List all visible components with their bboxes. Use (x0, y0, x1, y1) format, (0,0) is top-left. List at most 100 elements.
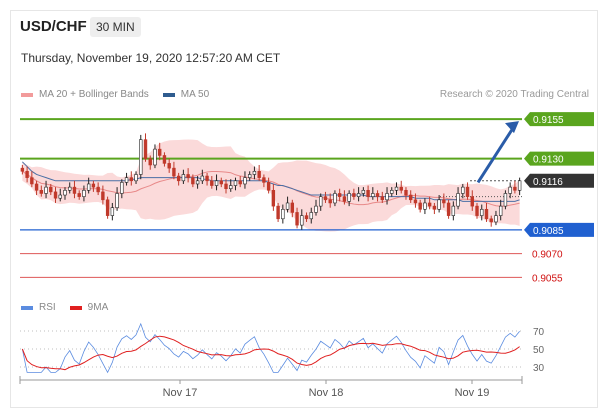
candle-body (72, 186, 77, 194)
candle-body (418, 202, 422, 210)
candle-body (366, 189, 370, 197)
candle-body (413, 199, 418, 204)
rsi-legend-label: RSI (39, 302, 56, 313)
ma50-legend-label: MA 50 (180, 89, 210, 100)
rsi-ma-swatch (69, 305, 82, 310)
ma20-line (22, 170, 520, 207)
candle-body (214, 180, 219, 186)
candle-body (409, 194, 413, 201)
candle-body (475, 205, 479, 216)
candle-body (30, 177, 34, 185)
candle-body (517, 180, 522, 191)
candle-body (34, 183, 39, 191)
price-level-label: 0.9070 (532, 250, 563, 261)
rsi-ma-line (21, 335, 520, 371)
candle-body (480, 208, 484, 216)
candle-body (442, 199, 446, 204)
candle-body (120, 182, 124, 194)
price-level-label: 0.9155 (533, 115, 564, 126)
price-level-tag (524, 222, 594, 237)
candle-body (262, 177, 266, 183)
candle-body (247, 174, 252, 178)
candle-body (224, 183, 228, 190)
candle-body (347, 193, 351, 202)
candle-body (82, 189, 86, 197)
candles-group (20, 133, 522, 230)
projection-arrow-line (476, 127, 515, 184)
price-level-label: 0.9055 (532, 273, 563, 284)
ma20-legend-label: MA 20 + Bollinger Bands (39, 89, 149, 100)
candle-body (498, 205, 503, 216)
candle-body (148, 158, 152, 166)
candle-body (229, 185, 233, 190)
price-level-tag (524, 151, 594, 166)
candle-body (281, 208, 285, 220)
candle-body (319, 196, 323, 207)
candle-body (271, 189, 276, 207)
candle-body (181, 174, 186, 182)
candle-body (49, 186, 53, 193)
currency-pair-title: USD/CHF (20, 18, 87, 35)
candle-body (77, 193, 81, 197)
candle-body (513, 186, 517, 191)
candle-body (176, 175, 181, 182)
price-level-tag (524, 173, 594, 188)
candle-body (290, 202, 295, 213)
candle-body (200, 175, 205, 182)
candle-body (39, 189, 44, 194)
rsi-swatch (21, 305, 33, 310)
candle-body (390, 189, 394, 194)
candle-body (91, 183, 96, 188)
rsi-legend: RSI 9MA (21, 302, 108, 313)
candle-body (300, 215, 304, 226)
candle-body (238, 180, 242, 185)
candle-body (484, 208, 489, 220)
price-level-tag (524, 112, 594, 127)
ma50-line (22, 161, 520, 202)
candle-body (86, 183, 91, 191)
candle-body (276, 205, 280, 220)
analysis-datetime: Thursday, November 19, 2020 12:57:20 AM … (21, 51, 281, 65)
candle-body (427, 202, 432, 207)
candle-body (101, 191, 105, 201)
timeframe-badge[interactable]: 30 MIN (90, 17, 141, 37)
candle-body (356, 193, 361, 197)
candle-body (352, 193, 356, 197)
candle-body (172, 167, 176, 177)
candle-body (446, 202, 451, 216)
candle-body (252, 171, 257, 175)
rsi-axis-label: 50 (533, 345, 545, 356)
candle-body (337, 193, 342, 197)
candle-body (124, 177, 129, 183)
bollinger-band-area (22, 139, 520, 232)
candle-body (399, 186, 403, 191)
candle-body (139, 139, 143, 175)
candle-body (328, 199, 332, 204)
candle-body (295, 212, 299, 226)
rsi-axis-label: 70 (533, 327, 545, 338)
candle-body (380, 196, 384, 201)
candle-body (489, 218, 493, 223)
ma20-swatch (21, 92, 33, 97)
candle-body (257, 171, 261, 178)
candle-body (210, 180, 214, 186)
price-level-label: 0.9130 (533, 155, 564, 166)
candle-body (63, 189, 67, 196)
candle-body (508, 186, 512, 194)
candle-body (266, 182, 271, 191)
candle-body (134, 174, 138, 182)
x-tick-label: Nov 17 (163, 387, 198, 399)
candle-body (167, 163, 171, 169)
price-level-label: 0.9085 (533, 226, 564, 237)
candle-body (195, 180, 200, 185)
candle-body (233, 180, 238, 186)
candle-body (20, 167, 25, 172)
candle-body (143, 139, 148, 159)
candle-body (375, 193, 380, 197)
candle-body (494, 215, 498, 223)
candle-body (219, 180, 223, 185)
candle-body (451, 205, 456, 216)
candle-body (162, 155, 167, 164)
candle-body (53, 191, 58, 199)
